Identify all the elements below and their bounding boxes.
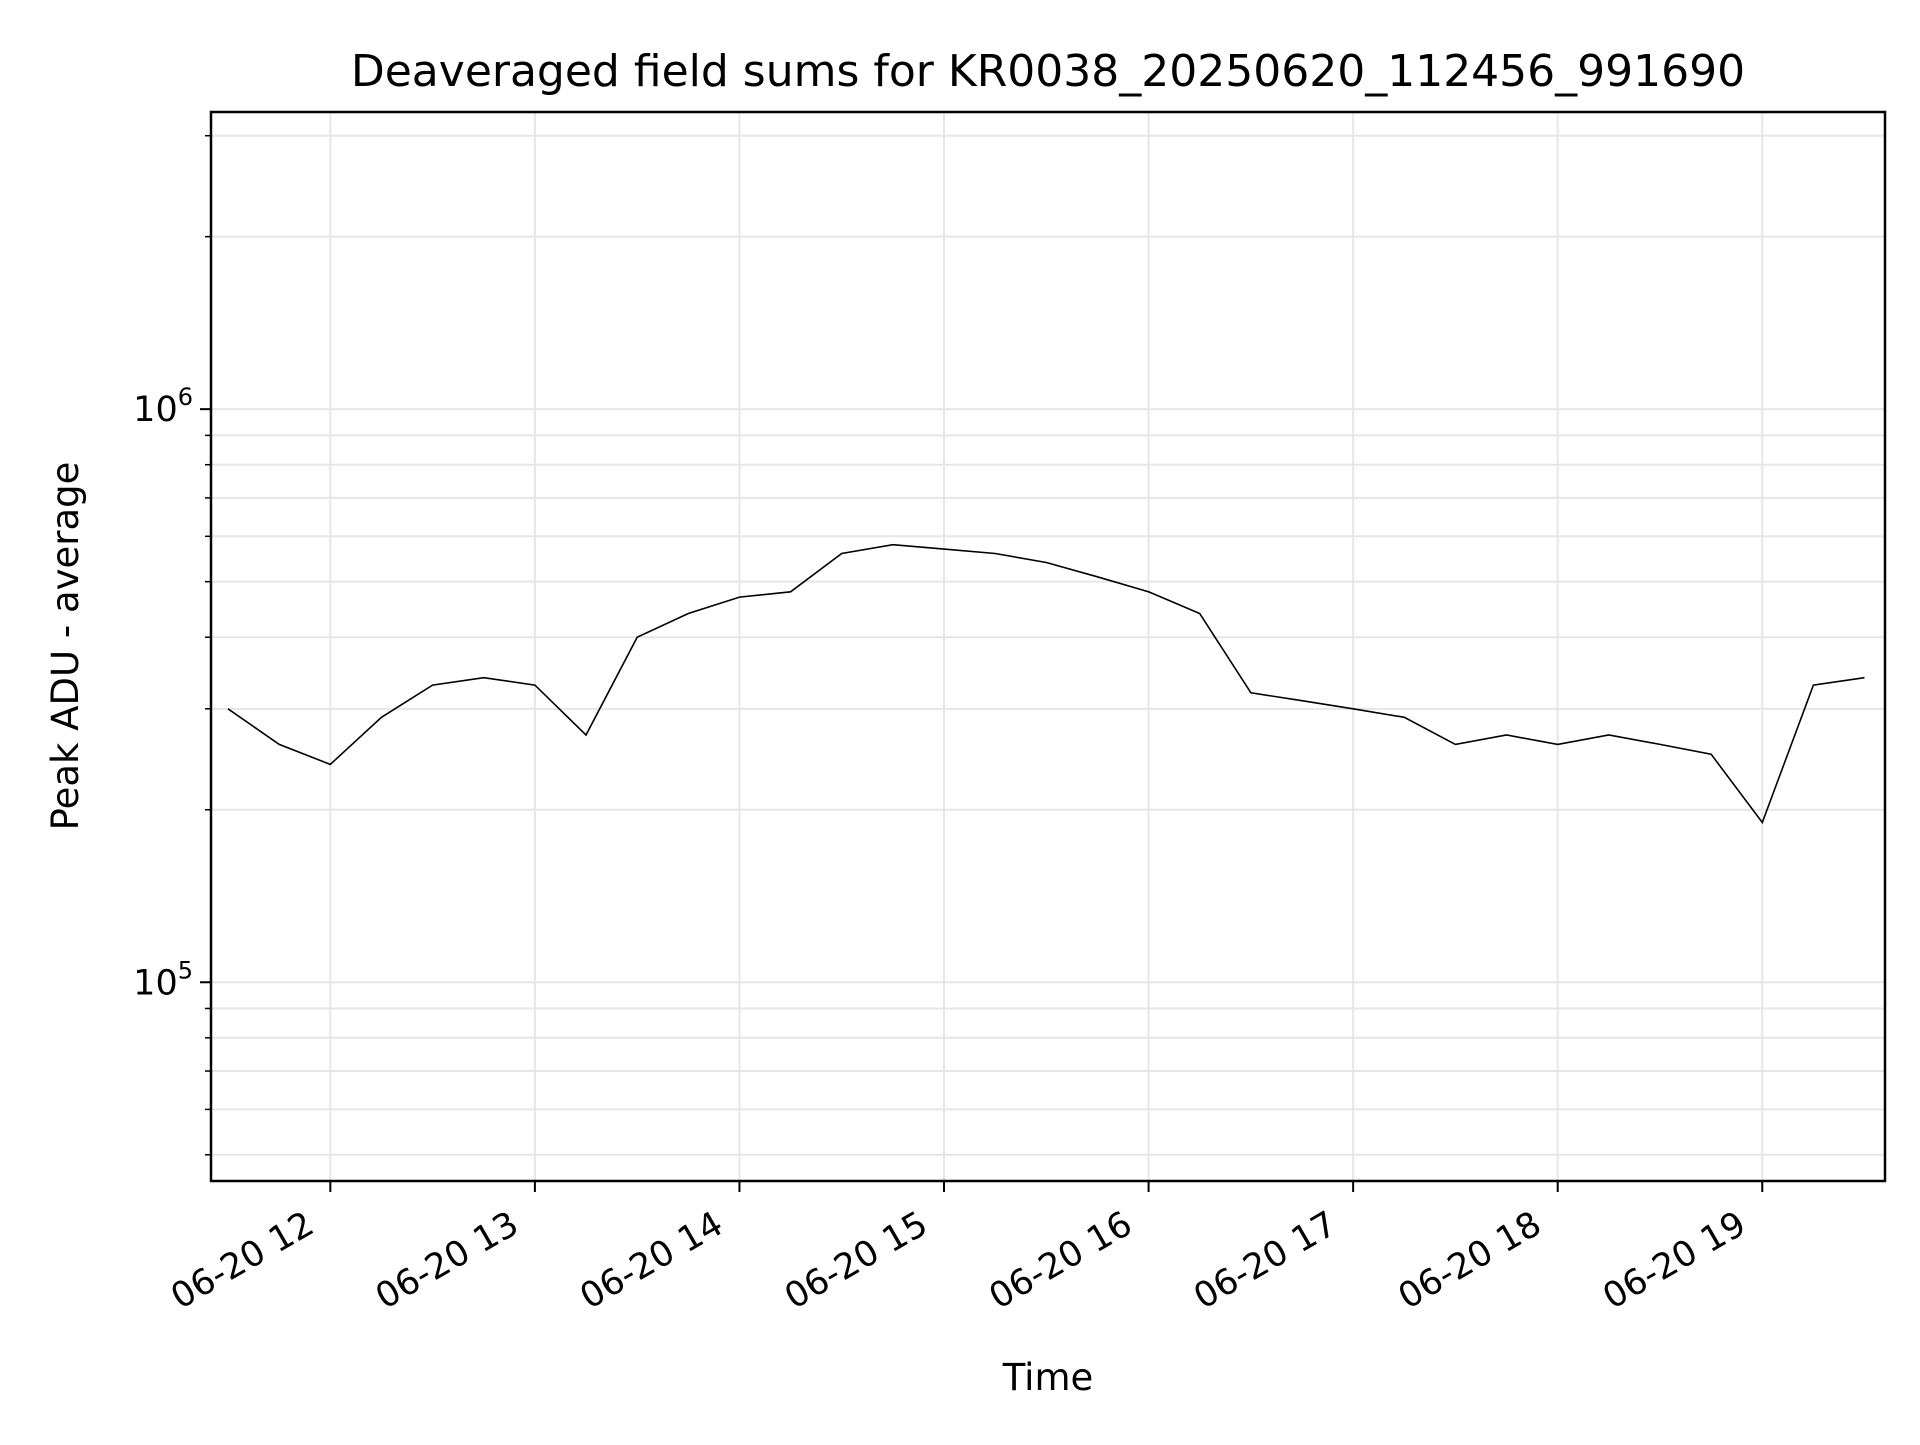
y-tick-label: 105: [133, 956, 193, 1003]
x-axis-label: Time: [1002, 1356, 1094, 1399]
plot-frame: [209, 110, 1887, 1183]
y-tick-label: 106: [133, 383, 193, 430]
chart-title: Deaveraged field sums for KR0038_2025062…: [351, 46, 1745, 97]
series-layer: [227, 543, 1865, 825]
series-line: [227, 543, 1865, 825]
grid-layer: [211, 112, 1885, 1181]
y-axis-label: Peak ADU - average: [44, 462, 87, 831]
